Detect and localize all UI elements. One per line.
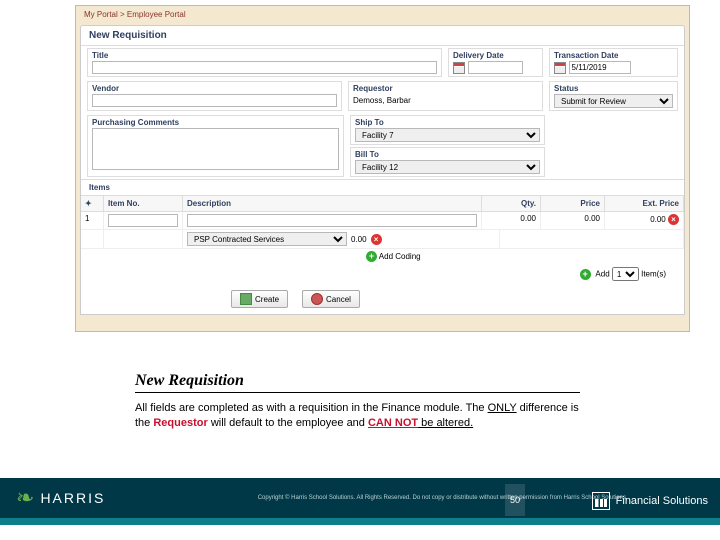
requestor-label: Requestor <box>353 84 538 93</box>
items-row: 1 0.00 0.00 0.00 × <box>81 212 684 230</box>
delete-row-icon[interactable]: × <box>668 214 679 225</box>
new-requisition-panel: New Requisition Title Delivery Date Tran… <box>80 25 685 315</box>
col-description: Description <box>183 196 482 211</box>
ext-price-value: 0.00 <box>650 215 666 224</box>
brand-logo: ❧ HARRIS <box>16 487 105 509</box>
calendar-icon[interactable] <box>554 62 566 74</box>
chart-icon <box>592 492 610 510</box>
col-price: Price <box>541 196 605 211</box>
vendor-label: Vendor <box>92 84 337 93</box>
row-seq: 1 <box>81 212 104 230</box>
status-label: Status <box>554 84 673 93</box>
caption-title: New Requisition <box>135 372 580 393</box>
product-badge: Financial Solutions <box>592 492 708 510</box>
create-button[interactable]: Create <box>231 290 288 308</box>
breadcrumb[interactable]: My Portal > Employee Portal <box>76 6 689 23</box>
add-coding-label[interactable]: Add Coding <box>379 252 421 261</box>
cancel-button[interactable]: Cancel <box>302 290 360 308</box>
delivery-date-input[interactable] <box>468 61 523 74</box>
service-amount: 0.00 <box>351 235 367 244</box>
delete-coding-icon[interactable]: × <box>371 234 382 245</box>
footer-accent <box>0 518 720 525</box>
delivery-date-label: Delivery Date <box>453 51 538 60</box>
transaction-date-input[interactable] <box>569 61 631 74</box>
panel-title: New Requisition <box>81 26 684 46</box>
add-prefix: Add <box>595 270 609 279</box>
col-qty: Qty. <box>482 196 541 211</box>
billto-select[interactable]: Facility 12 <box>355 160 540 174</box>
col-itemno: Item No. <box>104 196 183 211</box>
cancel-icon <box>311 293 323 305</box>
brand-text: HARRIS <box>40 490 105 506</box>
qty-value[interactable]: 0.00 <box>482 212 541 230</box>
leaf-icon: ❧ <box>16 487 34 509</box>
service-select[interactable]: PSP Contracted Services <box>187 232 347 246</box>
purchasing-comments-input[interactable] <box>92 128 339 170</box>
items-section-label: Items <box>81 179 684 195</box>
plus-icon[interactable]: + <box>580 269 591 280</box>
plus-icon[interactable]: + <box>366 251 377 262</box>
shipto-label: Ship To <box>355 118 540 127</box>
add-items-row: + Add 1 Item(s) <box>81 264 684 284</box>
page-number: 50 <box>505 484 525 516</box>
add-suffix: Item(s) <box>641 270 666 279</box>
title-label: Title <box>92 51 437 60</box>
add-count-select[interactable]: 1 <box>612 267 639 281</box>
app-window: My Portal > Employee Portal New Requisit… <box>75 5 690 332</box>
calendar-icon[interactable] <box>453 62 465 74</box>
itemno-input[interactable] <box>108 214 178 227</box>
vendor-input[interactable] <box>92 94 337 107</box>
status-select[interactable]: Submit for Review <box>554 94 673 108</box>
purchasing-comments-label: Purchasing Comments <box>92 118 339 127</box>
billto-label: Bill To <box>355 150 540 159</box>
description-input[interactable] <box>187 214 477 227</box>
caption-block: New Requisition All fields are completed… <box>135 372 580 431</box>
product-name: Financial Solutions <box>616 495 708 507</box>
requestor-value: Demoss, Barbar <box>353 94 538 107</box>
create-icon <box>240 293 252 305</box>
caption-body: All fields are completed as with a requi… <box>135 401 580 431</box>
price-value[interactable]: 0.00 <box>541 212 605 230</box>
title-input[interactable] <box>92 61 437 74</box>
col-extprice: Ext. Price <box>605 196 684 211</box>
transaction-date-label: Transaction Date <box>554 51 673 60</box>
items-header-row: ✦ Item No. Description Qty. Price Ext. P… <box>81 195 684 212</box>
add-coding-row: + Add Coding <box>81 249 684 264</box>
items-subrow: PSP Contracted Services 0.00 × <box>81 230 684 249</box>
shipto-select[interactable]: Facility 7 <box>355 128 540 142</box>
